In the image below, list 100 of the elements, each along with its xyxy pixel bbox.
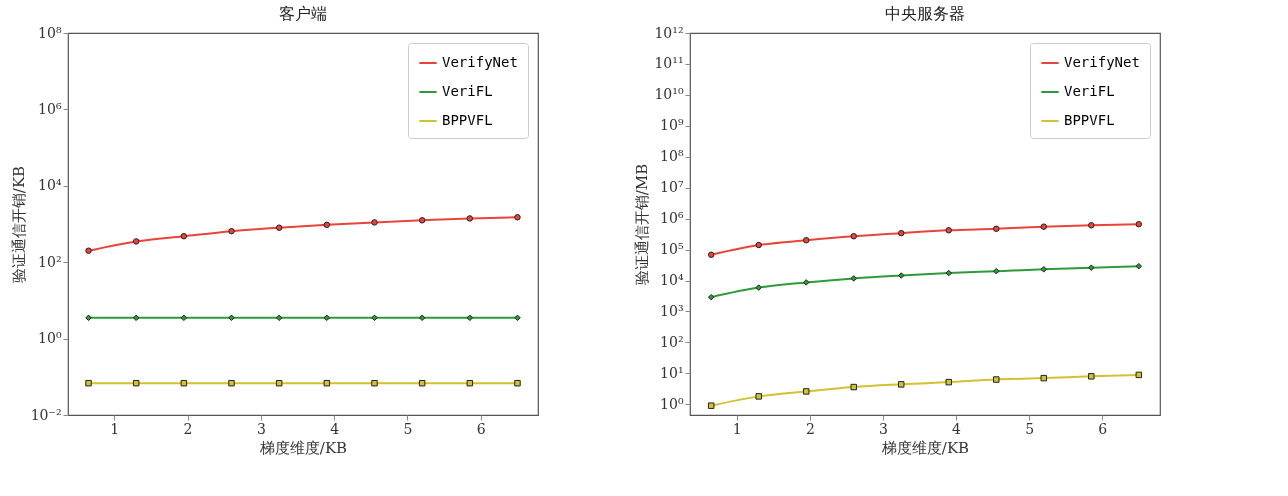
y-tick-label: 10⁴ xyxy=(38,177,62,194)
point xyxy=(228,314,235,322)
chart-title: 中央服务器 xyxy=(885,4,965,23)
point xyxy=(466,379,474,387)
legend-label: BPPVFL xyxy=(1064,112,1115,128)
point xyxy=(514,379,521,387)
point xyxy=(707,293,715,301)
x-tick-label: 3 xyxy=(879,420,888,437)
point xyxy=(898,229,905,237)
point xyxy=(1088,373,1095,380)
point xyxy=(898,272,905,279)
point xyxy=(514,214,521,221)
point xyxy=(418,379,426,387)
point xyxy=(180,379,188,387)
y-axis-title: 验证通信开销/KB xyxy=(9,165,28,284)
point xyxy=(707,402,715,409)
point xyxy=(371,219,378,226)
point xyxy=(1088,222,1095,229)
point xyxy=(993,225,1000,233)
y-tick-label: 10⁸ xyxy=(660,148,684,165)
point xyxy=(707,251,715,258)
y-tick-label: 10¹¹ xyxy=(654,55,684,72)
point xyxy=(993,267,1000,275)
point xyxy=(228,379,235,387)
point xyxy=(132,314,140,322)
y-tick-label: 10² xyxy=(660,333,684,350)
x-axis-title: 梯度维度/KB xyxy=(880,438,970,457)
y-tick-label: 10⁻² xyxy=(30,406,62,423)
point xyxy=(85,247,92,254)
point xyxy=(228,227,235,235)
y-tick-label: 10⁰ xyxy=(38,330,62,347)
point xyxy=(1040,374,1048,382)
chart-title: 客户端 xyxy=(279,4,327,23)
x-tick-label: 6 xyxy=(1098,420,1108,437)
x-tick-label: 1 xyxy=(732,420,742,437)
point xyxy=(323,379,331,387)
legend-label: VerifyNet xyxy=(1064,54,1140,70)
point xyxy=(418,314,426,322)
y-tick-label: 10⁰ xyxy=(660,395,684,412)
point xyxy=(275,314,283,322)
point xyxy=(802,279,810,286)
x-tick-label: 2 xyxy=(183,420,193,437)
legend-label: VeriFL xyxy=(1064,83,1115,99)
y-tick-label: 10⁶ xyxy=(38,100,62,117)
point xyxy=(1088,264,1095,271)
point xyxy=(275,224,283,231)
point xyxy=(755,393,762,400)
point xyxy=(898,381,905,388)
point xyxy=(85,314,92,322)
x-tick-label: 5 xyxy=(1025,420,1035,437)
legend-label: VeriFL xyxy=(442,83,493,99)
point xyxy=(466,314,474,322)
y-tick-label: 10⁶ xyxy=(660,210,684,227)
point xyxy=(993,376,1000,383)
x-tick-label: 4 xyxy=(330,420,340,437)
y-axis-title: 验证通信开销/MB xyxy=(633,163,652,286)
y-tick-label: 10⁷ xyxy=(660,179,684,196)
point xyxy=(323,221,331,229)
point xyxy=(755,284,762,291)
x-tick-label: 1 xyxy=(110,420,120,437)
point xyxy=(802,388,810,395)
point xyxy=(275,379,283,387)
point xyxy=(850,383,857,391)
point xyxy=(1040,223,1048,230)
point xyxy=(802,237,810,244)
y-tick-label: 10¹⁰ xyxy=(654,86,684,103)
y-tick-label: 10¹ xyxy=(660,364,684,381)
y-tick-label: 10⁵ xyxy=(660,241,684,258)
y-tick-label: 10⁸ xyxy=(38,24,62,41)
point xyxy=(755,241,762,249)
point xyxy=(1135,262,1143,270)
y-tick-label: 10² xyxy=(38,253,62,270)
point xyxy=(371,379,378,387)
point xyxy=(180,232,188,240)
point xyxy=(514,314,521,322)
x-tick-label: 6 xyxy=(476,420,486,437)
y-tick-label: 10⁴ xyxy=(660,272,684,289)
point xyxy=(945,269,952,277)
x-axis-title: 梯度维度/KB xyxy=(258,438,348,457)
y-tick-label: 10³ xyxy=(660,302,684,319)
x-tick-label: 5 xyxy=(403,420,413,437)
point xyxy=(466,215,474,222)
point xyxy=(850,232,857,240)
point xyxy=(945,227,952,234)
y-tick-label: 10⁹ xyxy=(660,117,684,134)
point xyxy=(132,238,140,245)
legend-label: BPPVFL xyxy=(442,112,493,128)
point xyxy=(1135,371,1143,379)
legend-label: VerifyNet xyxy=(442,54,518,70)
point xyxy=(180,314,188,322)
x-tick-label: 3 xyxy=(256,420,266,437)
point xyxy=(323,314,331,322)
point xyxy=(1135,220,1143,228)
point xyxy=(85,379,92,387)
point xyxy=(371,314,378,322)
point xyxy=(945,378,952,386)
point xyxy=(132,379,140,387)
point xyxy=(1040,266,1048,273)
y-tick-label: 10¹² xyxy=(654,24,684,41)
x-tick-label: 4 xyxy=(952,420,962,437)
